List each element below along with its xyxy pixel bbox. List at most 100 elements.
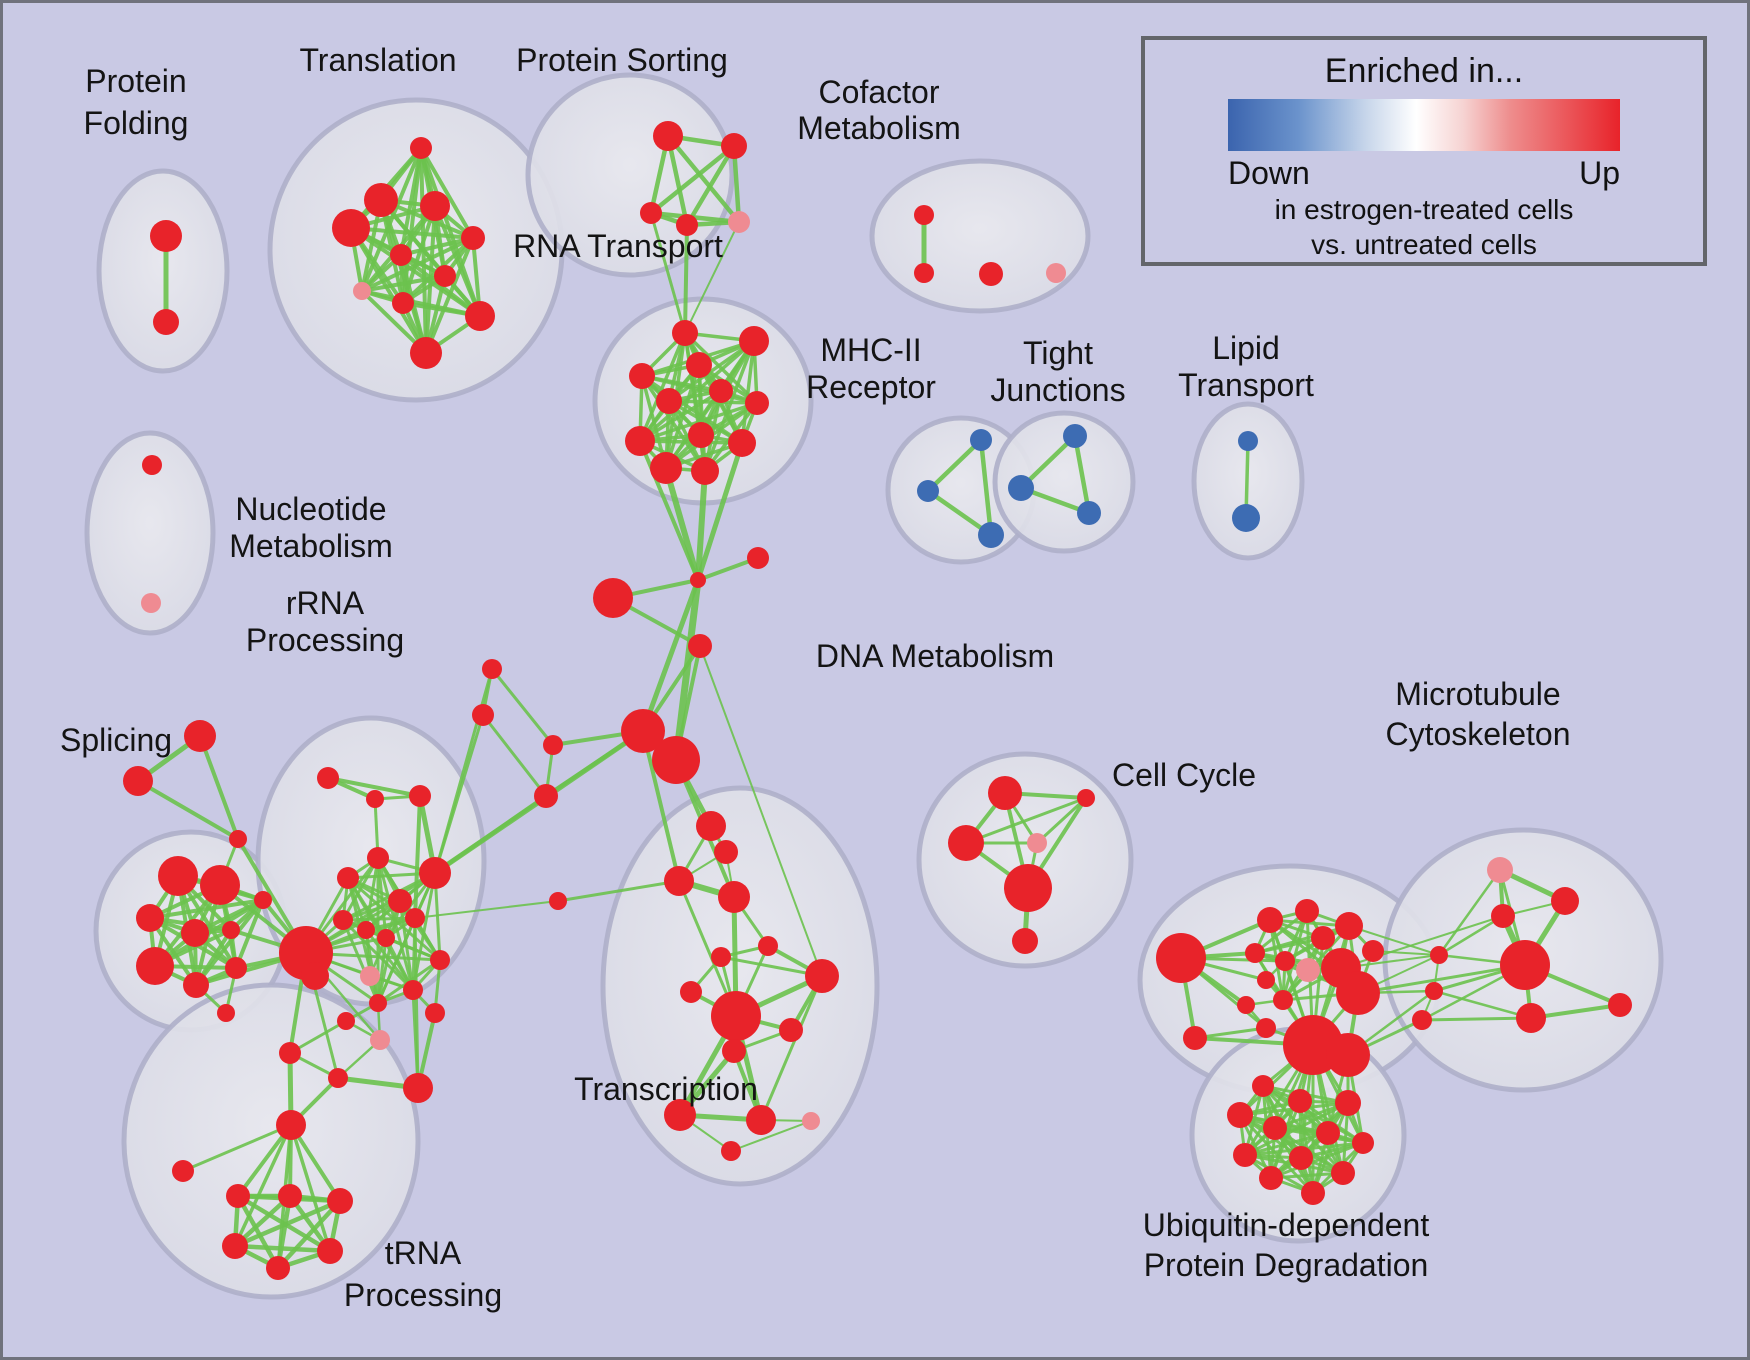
node-tr1[interactable] [410, 137, 432, 159]
node-rr4[interactable] [419, 857, 451, 889]
node-ub6[interactable] [1316, 1121, 1340, 1145]
node-sp7[interactable] [136, 947, 174, 985]
node-m2[interactable] [690, 572, 706, 588]
node-rt5[interactable] [709, 379, 733, 403]
node-sp4[interactable] [181, 919, 209, 947]
node-rt8[interactable] [625, 426, 655, 456]
node-cf2[interactable] [914, 263, 934, 283]
node-st1[interactable] [184, 720, 216, 752]
node-tn4[interactable] [327, 1188, 353, 1214]
node-rt1[interactable] [672, 320, 698, 346]
node-rr9[interactable] [405, 908, 425, 928]
node-rr18[interactable] [403, 1073, 433, 1103]
node-tr3[interactable] [420, 191, 450, 221]
node-rr15[interactable] [425, 1003, 445, 1023]
node-dm3[interactable] [948, 825, 984, 861]
node-dm2[interactable] [1077, 789, 1095, 807]
node-cc11[interactable] [1257, 971, 1275, 989]
node-rt2[interactable] [739, 326, 769, 356]
node-cc6[interactable] [1311, 926, 1335, 950]
node-ps2[interactable] [721, 133, 747, 159]
node-pf1[interactable] [150, 220, 182, 252]
node-ub11[interactable] [1259, 1166, 1283, 1190]
node-cf4[interactable] [1046, 263, 1066, 283]
node-cc13[interactable] [1273, 990, 1293, 1010]
node-sp8[interactable] [183, 972, 209, 998]
node-tx5[interactable] [758, 936, 778, 956]
node-dm1[interactable] [988, 776, 1022, 810]
node-m6[interactable] [652, 736, 700, 784]
node-tx14[interactable] [802, 1112, 820, 1130]
node-ub8[interactable] [1233, 1143, 1257, 1167]
node-ub4[interactable] [1227, 1102, 1253, 1128]
node-tn5[interactable] [222, 1233, 248, 1259]
node-sp0[interactable] [229, 830, 247, 848]
node-m5[interactable] [621, 709, 665, 753]
node-sp3[interactable] [136, 904, 164, 932]
node-m3[interactable] [747, 547, 769, 569]
node-ps5[interactable] [728, 211, 750, 233]
node-mt3[interactable] [1491, 904, 1515, 928]
node-m7[interactable] [543, 735, 563, 755]
node-tx3[interactable] [664, 866, 694, 896]
node-rrhub2[interactable] [301, 962, 329, 990]
node-mh2[interactable] [917, 480, 939, 502]
node-rr7[interactable] [357, 921, 375, 939]
node-rt9[interactable] [688, 422, 714, 448]
node-tr6[interactable] [390, 244, 412, 266]
node-ub10[interactable] [1331, 1161, 1355, 1185]
node-tn1[interactable] [172, 1160, 194, 1182]
node-tn2[interactable] [226, 1184, 250, 1208]
node-cc14[interactable] [1256, 1018, 1276, 1038]
node-m9[interactable] [482, 659, 502, 679]
node-mt4[interactable] [1500, 940, 1550, 990]
node-rr12[interactable] [403, 980, 423, 1000]
node-sp10[interactable] [217, 1004, 235, 1022]
node-tx7[interactable] [805, 959, 839, 993]
node-mh3[interactable] [978, 522, 1004, 548]
node-sp2[interactable] [200, 865, 240, 905]
node-tr2[interactable] [364, 183, 398, 217]
node-ps1[interactable] [653, 121, 683, 151]
node-tx9[interactable] [711, 991, 761, 1041]
node-tj3[interactable] [1077, 501, 1101, 525]
node-tx8[interactable] [680, 981, 702, 1003]
node-rr3b[interactable] [366, 790, 384, 808]
node-cc18[interactable] [1362, 940, 1384, 962]
node-cc1[interactable] [1156, 933, 1206, 983]
node-mt1[interactable] [1487, 857, 1513, 883]
node-rr3[interactable] [317, 767, 339, 789]
node-rr10[interactable] [430, 950, 450, 970]
node-tn7[interactable] [266, 1256, 290, 1280]
node-cc15[interactable] [1336, 971, 1380, 1015]
node-rr16[interactable] [279, 1042, 301, 1064]
node-j1[interactable] [1430, 946, 1448, 964]
node-tn6[interactable] [317, 1238, 343, 1264]
node-rr17[interactable] [328, 1068, 348, 1088]
node-ub1[interactable] [1252, 1075, 1274, 1097]
node-sp9[interactable] [225, 957, 247, 979]
node-rt10[interactable] [728, 429, 756, 457]
node-cf3[interactable] [979, 262, 1003, 286]
node-cc17[interactable] [1326, 1033, 1370, 1077]
node-m8[interactable] [534, 784, 558, 808]
node-mt5[interactable] [1516, 1003, 1546, 1033]
node-rr3c[interactable] [409, 785, 431, 807]
node-tr5[interactable] [461, 226, 485, 250]
node-cc3[interactable] [1257, 907, 1283, 933]
node-cc5[interactable] [1335, 912, 1363, 940]
node-rr1[interactable] [337, 867, 359, 889]
node-rt3[interactable] [629, 363, 655, 389]
node-rt12[interactable] [691, 457, 719, 485]
node-rt7[interactable] [745, 391, 769, 415]
node-tj1[interactable] [1063, 424, 1087, 448]
node-rr14[interactable] [337, 1012, 355, 1030]
node-rt11[interactable] [650, 452, 682, 484]
node-cf1[interactable] [914, 205, 934, 225]
node-rr19[interactable] [549, 892, 567, 910]
node-tx4[interactable] [718, 881, 750, 913]
node-tr4[interactable] [332, 209, 370, 247]
node-nm2[interactable] [141, 593, 161, 613]
node-tr7[interactable] [434, 265, 456, 287]
node-tx11[interactable] [722, 1039, 746, 1063]
